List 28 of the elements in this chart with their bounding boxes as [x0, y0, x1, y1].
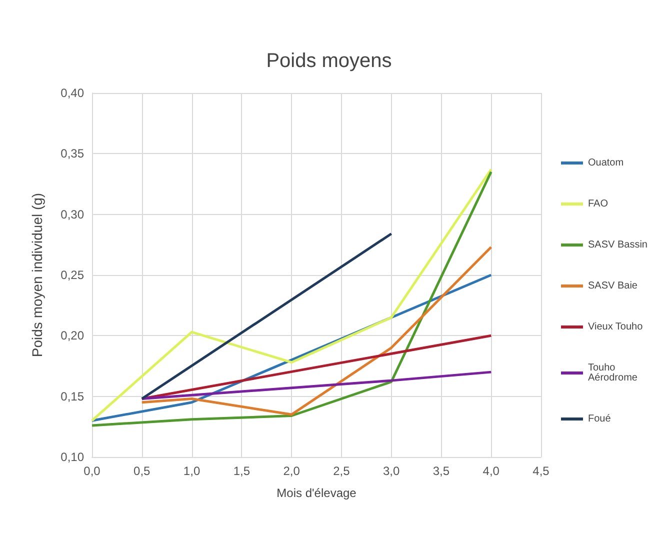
x-tick-label: 0,0 — [84, 464, 101, 478]
y-tick-label: 0,10 — [60, 450, 84, 464]
x-tick-label: 4,5 — [532, 464, 550, 478]
x-tick-label: 1,0 — [183, 464, 200, 478]
chart-title: Poids moyens — [266, 50, 392, 72]
legend-label: Touho Aérodrome — [588, 362, 638, 384]
x-tick-label: 4,0 — [482, 464, 500, 478]
y-axis-title: Poids moyen individuel (g) — [29, 192, 45, 358]
x-axis-title: Mois d'élevage — [276, 486, 357, 500]
y-tick-label: 0,30 — [60, 207, 84, 222]
x-tick-label: 1,5 — [233, 464, 250, 478]
y-tick-label: 0,20 — [60, 328, 84, 343]
legend-label: SASV Bassin — [588, 240, 648, 250]
x-tick-label: 3,5 — [432, 464, 450, 478]
legend-label: SASV Baie — [588, 280, 638, 292]
legend-label: FAO — [588, 198, 608, 210]
y-tick-label: 0,15 — [60, 389, 84, 404]
legend-label: Ouatom — [588, 158, 624, 168]
x-tick-label: 3,0 — [382, 464, 400, 478]
legend-label: Vieux Touho — [588, 322, 644, 332]
y-tick-label: 0,25 — [60, 268, 84, 282]
x-tick-label: 2,5 — [333, 464, 350, 478]
y-tick-label: 0,40 — [60, 86, 84, 100]
y-tick-label: 0,35 — [60, 146, 84, 161]
line-series — [140, 246, 492, 416]
x-tick-label: 2,0 — [283, 464, 300, 478]
x-tick-label: 0,5 — [134, 464, 151, 478]
legend-label: Foué — [588, 414, 612, 424]
